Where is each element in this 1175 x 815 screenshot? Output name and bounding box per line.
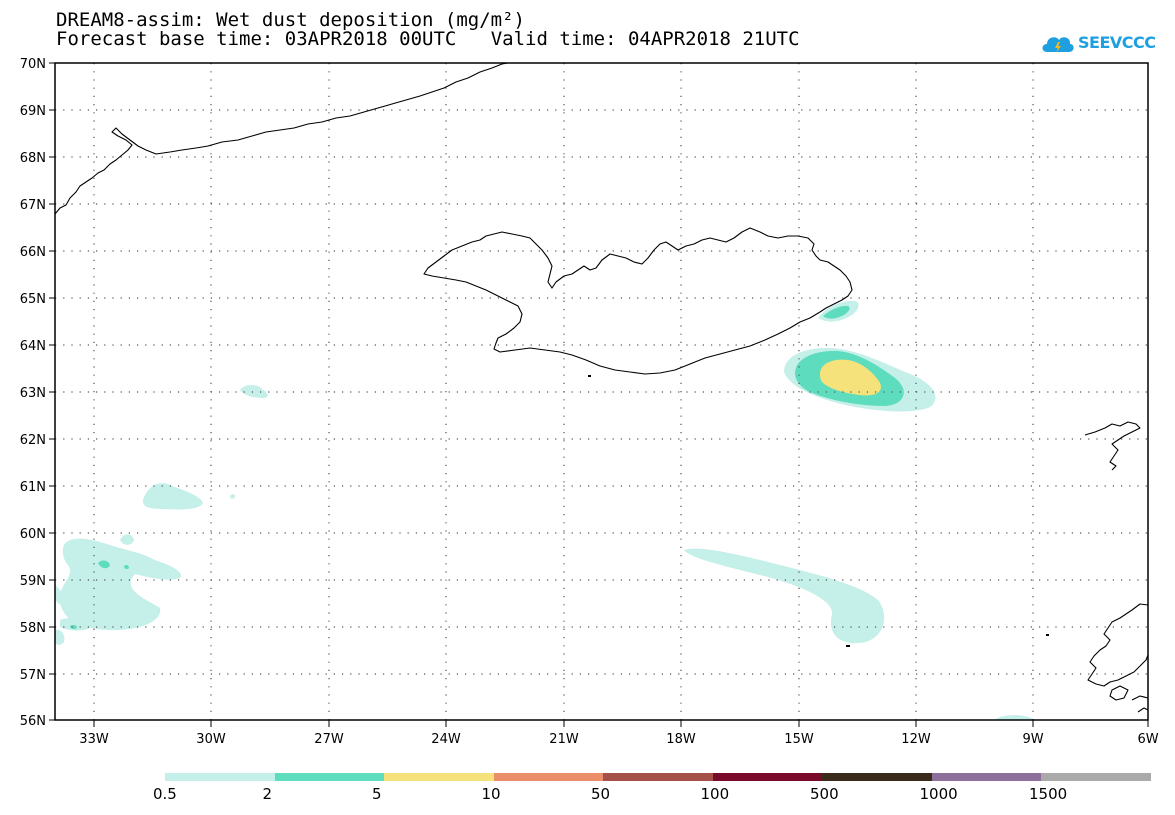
legend-label: 0.5 — [153, 785, 177, 803]
legend-label: 1000 — [919, 785, 958, 803]
lat-label: 66N — [20, 245, 46, 260]
legend-label: 500 — [810, 785, 839, 803]
lon-label: 12W — [901, 732, 931, 747]
islets — [588, 375, 1049, 647]
lat-label: 60N — [20, 527, 46, 542]
contour-0.5 — [55, 585, 64, 605]
greenland-coastline — [54, 62, 509, 215]
logo-text: SEEVCCC — [1078, 33, 1156, 52]
scotland-south-coastline — [1131, 695, 1149, 713]
cloud-logo-icon — [1042, 37, 1074, 53]
iceland-coastline — [423, 227, 853, 375]
lat-label: 57N — [20, 668, 46, 683]
lon-label: 30W — [196, 732, 226, 747]
legend-label: 2 — [262, 785, 273, 803]
hebrides-coastline — [1109, 685, 1129, 701]
lon-label: 15W — [784, 732, 814, 747]
lat-label: 64N — [20, 339, 46, 354]
lat-label: 67N — [20, 198, 46, 213]
legend-swatch — [274, 773, 384, 781]
coastlines — [54, 62, 1149, 713]
seevccc-logo: SEEVCCC — [1040, 30, 1156, 58]
lat-label: 65N — [20, 292, 46, 307]
lon-label: 27W — [314, 732, 344, 747]
lat-label: 58N — [20, 621, 46, 636]
contour-0.5 — [684, 548, 885, 644]
contour-0.5 — [240, 385, 268, 398]
legend-swatch — [165, 773, 275, 781]
contour-2 — [124, 564, 129, 570]
legend-label: 50 — [591, 785, 611, 803]
deposition-field — [55, 300, 1035, 720]
contour-0.5 — [55, 629, 65, 645]
legend-swatch — [384, 773, 494, 781]
legend-label: 1500 — [1029, 785, 1068, 803]
lat-label: 69N — [20, 104, 46, 119]
contour-2 — [70, 624, 77, 630]
legend-swatch — [822, 773, 932, 781]
scotland-coastline — [1087, 603, 1149, 687]
lon-label: 21W — [549, 732, 579, 747]
legend-label: 10 — [481, 785, 501, 803]
lon-label: 9W — [1022, 732, 1043, 747]
lat-label: 70N — [20, 57, 46, 72]
map-title: DREAM8-assim: Wet dust deposition (mg/m²… — [56, 9, 525, 31]
contour-0.5 — [230, 494, 236, 499]
legend-swatch — [931, 773, 1041, 781]
contour-0.5 — [995, 715, 1035, 720]
legend-swatch — [603, 773, 713, 781]
lon-labels: 33W 30W 27W 24W 21W 18W 15W 12W 9W 6W — [79, 732, 1158, 747]
legend-colorbar — [165, 773, 1151, 781]
lon-label: 24W — [431, 732, 461, 747]
lat-labels: 70N 69N 68N 67N 66N 65N 64N 63N 62N 61N … — [20, 57, 46, 729]
legend-swatch — [712, 773, 822, 781]
contour-2 — [823, 305, 850, 319]
lat-label: 56N — [20, 714, 46, 729]
legend-swatch — [493, 773, 603, 781]
graticule — [55, 63, 1148, 720]
legend-swatch — [1041, 773, 1151, 781]
lat-label: 61N — [20, 480, 46, 495]
contour-2 — [98, 560, 110, 569]
contour-0.5 — [59, 538, 181, 631]
faroe-coastline — [1084, 421, 1141, 471]
valid-time-label: Valid time: 04APR2018 21UTC — [490, 28, 800, 50]
contour-5 — [820, 359, 881, 396]
legend-label: 5 — [372, 785, 382, 803]
legend-label: 100 — [700, 785, 730, 803]
contour-0.5 — [142, 483, 203, 510]
lat-label: 59N — [20, 574, 46, 589]
lon-label: 33W — [79, 732, 109, 747]
lat-label: 62N — [20, 433, 46, 448]
forecast-times: Forecast base time: 03APR2018 00UTC Vali… — [56, 29, 800, 49]
contour-0.5 — [60, 617, 95, 631]
lat-label: 63N — [20, 386, 46, 401]
contour-0.5 — [120, 534, 134, 545]
lon-label: 18W — [666, 732, 696, 747]
lat-label: 68N — [20, 151, 46, 166]
axis-ticks — [49, 62, 1149, 727]
map-background — [55, 63, 1148, 720]
lon-label: 6W — [1137, 732, 1158, 747]
base-time-label: Forecast base time: 03APR2018 00UTC — [56, 28, 457, 50]
